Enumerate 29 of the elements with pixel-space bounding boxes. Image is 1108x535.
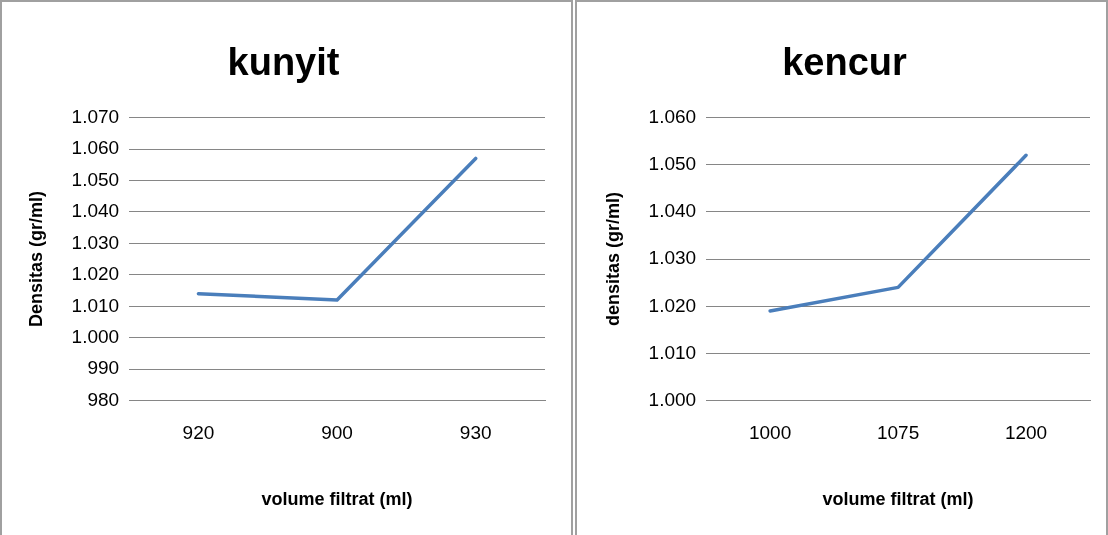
y-tick-label: 1.000 bbox=[648, 388, 697, 410]
x-tick-label: 1075 bbox=[876, 422, 920, 444]
y-tick-label: 1.020 bbox=[648, 294, 697, 316]
x-tick-label: 1200 bbox=[1004, 422, 1048, 444]
x-tick-label: 920 bbox=[182, 422, 215, 444]
chart-title: kunyit bbox=[227, 41, 340, 84]
y-tick-label: 1.060 bbox=[648, 105, 697, 127]
y-tick-label: 1.010 bbox=[71, 294, 120, 316]
y-tick-label: 1.020 bbox=[71, 263, 120, 285]
chart-title: kencur bbox=[782, 41, 908, 84]
y-tick-label: 990 bbox=[87, 357, 120, 379]
y-tick-label: 1.030 bbox=[648, 247, 697, 269]
y-tick-label: 1.050 bbox=[648, 153, 697, 174]
y-axis-title: Densitas (gr/ml) bbox=[25, 191, 46, 328]
y-tick-label: 1.030 bbox=[71, 231, 120, 253]
y-tick-label: 1.000 bbox=[71, 325, 120, 347]
x-tick-label: 900 bbox=[321, 422, 353, 444]
y-tick-label: 1.070 bbox=[71, 105, 120, 127]
x-tick-label: 930 bbox=[459, 422, 492, 444]
y-tick-label: 1.050 bbox=[71, 168, 120, 190]
y-axis-title: densitas (gr/ml) bbox=[602, 192, 623, 327]
y-tick-label: 1.040 bbox=[648, 200, 697, 222]
x-axis-title: volume filtrat (ml) bbox=[822, 489, 974, 510]
y-tick-label: 1.060 bbox=[71, 137, 120, 159]
x-axis-title: volume filtrat (ml) bbox=[261, 489, 413, 510]
y-tick-label: 1.040 bbox=[71, 200, 120, 222]
y-tick-label: 1.010 bbox=[648, 341, 697, 363]
x-tick-label: 1000 bbox=[748, 422, 792, 444]
y-tick-label: 980 bbox=[87, 388, 120, 410]
